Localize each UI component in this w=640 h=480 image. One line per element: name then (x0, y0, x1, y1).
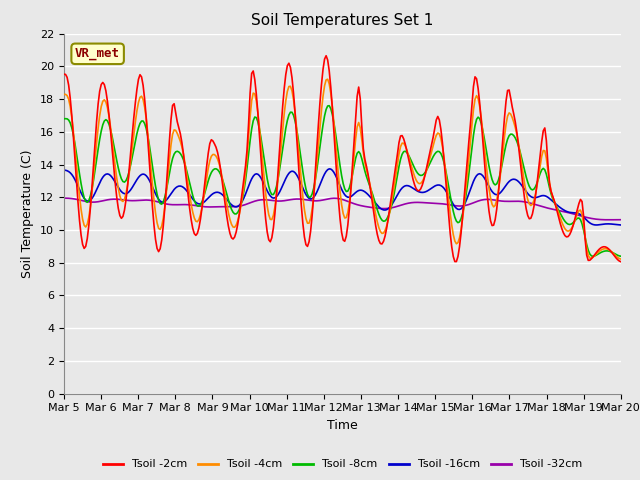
Y-axis label: Soil Temperature (C): Soil Temperature (C) (22, 149, 35, 278)
Title: Soil Temperatures Set 1: Soil Temperatures Set 1 (252, 13, 433, 28)
Text: VR_met: VR_met (75, 48, 120, 60)
Legend: Tsoil -2cm, Tsoil -4cm, Tsoil -8cm, Tsoil -16cm, Tsoil -32cm: Tsoil -2cm, Tsoil -4cm, Tsoil -8cm, Tsoi… (99, 455, 586, 474)
X-axis label: Time: Time (327, 419, 358, 432)
